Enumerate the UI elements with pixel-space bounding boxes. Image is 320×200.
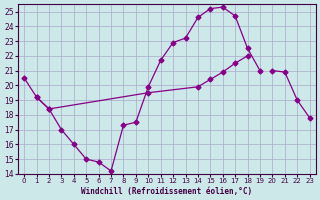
X-axis label: Windchill (Refroidissement éolien,°C): Windchill (Refroidissement éolien,°C) [81, 187, 252, 196]
